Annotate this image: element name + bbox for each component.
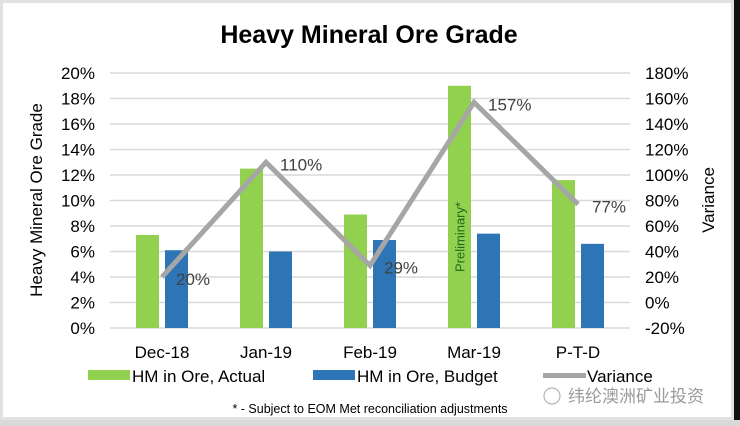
variance-data-label: 29% xyxy=(384,259,418,278)
y2-tick-label: 80% xyxy=(645,192,679,211)
x-category-label: P-T-D xyxy=(556,343,600,362)
y2-tick-label: 60% xyxy=(645,217,679,236)
bar-budget xyxy=(477,233,500,328)
bars xyxy=(136,85,604,328)
y-tick-label: 0% xyxy=(70,319,95,338)
y-tick-label: 20% xyxy=(61,64,95,83)
legend: HM in Ore, Actual HM in Ore, Budget Vari… xyxy=(88,367,653,386)
y2-tick-label: 20% xyxy=(645,268,679,287)
screen-edge xyxy=(734,0,740,426)
y2-tick-label: 40% xyxy=(645,243,679,262)
gridlines xyxy=(110,72,630,329)
y-tick-label: 10% xyxy=(61,192,95,211)
x-category-label: Dec-18 xyxy=(135,343,190,362)
y-tick-label: 4% xyxy=(70,268,95,287)
x-category-label: Jan-19 xyxy=(240,343,292,362)
y2-tick-label: 100% xyxy=(645,166,688,185)
y-tick-label: 12% xyxy=(61,166,95,185)
variance-data-label: 110% xyxy=(280,155,322,174)
y-tick-label: 16% xyxy=(61,115,95,134)
y2-tick-label: 180% xyxy=(645,64,688,83)
bar-actual xyxy=(136,234,159,328)
footnote: * - Subject to EOM Met reconciliation ad… xyxy=(232,402,507,416)
y-tick-label: 8% xyxy=(70,217,95,236)
x-category-label: Feb-19 xyxy=(343,343,397,362)
variance-line xyxy=(160,98,580,279)
y2-tick-label: 0% xyxy=(645,294,670,313)
watermark-text: 纬纶澳洲矿业投资 xyxy=(568,387,704,406)
variance-data-label: 20% xyxy=(176,270,210,289)
y2-tick-label: 120% xyxy=(645,141,688,160)
variance-data-label: 77% xyxy=(592,197,626,216)
wechat-icon xyxy=(543,387,561,405)
bar-budget xyxy=(269,251,292,328)
variance-data-label: 157% xyxy=(488,95,531,114)
bar-actual xyxy=(344,214,367,328)
y-tick-label: 6% xyxy=(70,243,95,262)
y-tick-label: 2% xyxy=(70,294,95,313)
bar-budget xyxy=(581,243,604,328)
bar-actual xyxy=(552,180,575,328)
watermark: 纬纶澳洲矿业投资 xyxy=(543,387,704,406)
y-axis-ticks: 0% 2% 4% 6% 8% 10% 12% 14% 16% 18% 20% xyxy=(61,64,95,338)
data-labels: 20% 110% 29% 157% 77% xyxy=(176,95,626,289)
x-category-label: Mar-19 xyxy=(447,343,501,362)
y2-axis-ticks: -20% 0% 20% 40% 60% 80% 100% 120% 140% 160% 180% xyxy=(645,64,688,338)
legend-label-variance: Variance xyxy=(587,367,653,386)
legend-swatch-actual xyxy=(88,370,130,380)
y-tick-label: 14% xyxy=(61,141,95,160)
legend-swatch-variance xyxy=(543,373,586,378)
bar-actual xyxy=(240,168,263,328)
y-axis-label: Heavy Mineral Ore Grade xyxy=(27,103,46,297)
annotations: Preliminary* xyxy=(453,202,468,272)
legend-label-actual: HM in Ore, Actual xyxy=(132,367,265,386)
legend-label-budget: HM in Ore, Budget xyxy=(357,367,498,386)
legend-swatch-budget xyxy=(313,370,355,380)
y2-tick-label: 140% xyxy=(645,115,688,134)
x-axis-categories: Dec-18 Jan-19 Feb-19 Mar-19 P-T-D xyxy=(135,343,601,362)
y2-axis-label: Variance xyxy=(699,167,718,233)
preliminary-annotation: Preliminary* xyxy=(453,202,468,272)
bar-actual xyxy=(448,85,471,328)
chart-frame xyxy=(0,0,734,420)
bar-budget xyxy=(373,240,396,328)
screen-edge-bottom xyxy=(0,420,740,426)
chart-title: Heavy Mineral Ore Grade xyxy=(220,21,517,49)
y-tick-label: 18% xyxy=(61,90,95,109)
y2-tick-label: -20% xyxy=(645,319,685,338)
y2-tick-label: 160% xyxy=(645,90,688,109)
